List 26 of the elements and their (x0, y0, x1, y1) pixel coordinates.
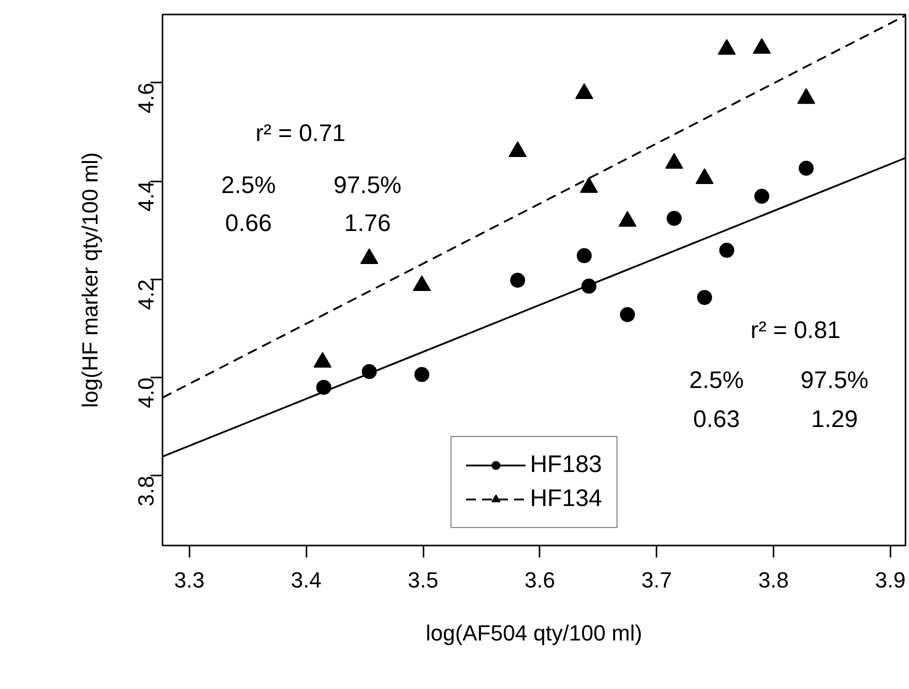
annotation: 0.63 (693, 406, 740, 433)
y-tick-label: 4.0 (134, 377, 158, 408)
x-tick-label: 3.5 (408, 568, 438, 592)
x-tick-label: 3.4 (290, 568, 322, 592)
x-tick-label: 3.8 (758, 568, 789, 592)
annotation: 2.5% (689, 367, 744, 394)
y-tick-label: 4.2 (134, 279, 158, 310)
annotation: 1.76 (344, 210, 391, 237)
x-axis-title: log(AF504 qty/100 ml) (426, 620, 642, 646)
annotation: r² = 0.71 (255, 120, 346, 147)
annotation: 2.5% (221, 172, 276, 199)
y-tick-label: 4.4 (134, 181, 158, 212)
annotation: 97.5% (333, 172, 402, 199)
annotation: 97.5% (800, 367, 869, 394)
y-tick-label: 4.6 (134, 82, 158, 114)
annotation: 1.29 (811, 406, 858, 433)
y-axis-title: log(HF marker qty/100 ml) (78, 152, 102, 408)
x-tick-label: 3.3 (174, 568, 205, 592)
legend-label: HF134 (530, 485, 602, 513)
x-tick-label: 3.6 (524, 568, 556, 592)
annotation: 0.66 (225, 210, 272, 237)
annotation: r² = 0.81 (750, 317, 841, 344)
x-tick-label: 3.7 (641, 568, 672, 592)
x-tick-label: 3.9 (875, 568, 906, 592)
legend-label: HF183 (530, 451, 602, 479)
y-tick-label: 3.8 (134, 476, 158, 506)
